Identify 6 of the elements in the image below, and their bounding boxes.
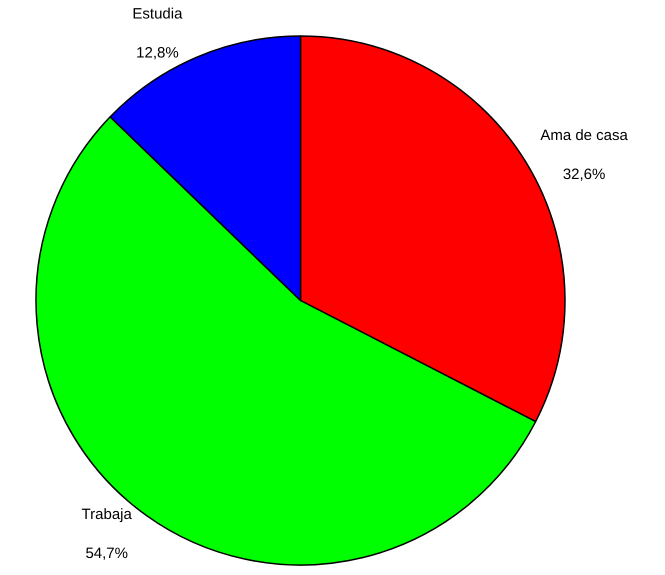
data-label: 12,8% xyxy=(136,44,179,62)
slice-label: Estudia xyxy=(132,5,184,22)
data-label: 54,7% xyxy=(85,545,128,562)
slice-label: Trabaja xyxy=(82,506,133,524)
data-label: 32,6% xyxy=(562,166,606,184)
slice-label: Ama de casa xyxy=(540,127,629,144)
